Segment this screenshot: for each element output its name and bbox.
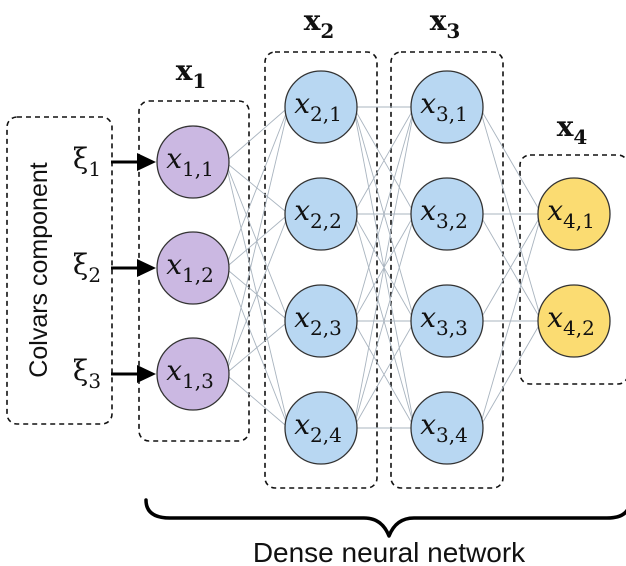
neuron-circle	[284, 391, 358, 465]
neuron-circle	[410, 177, 484, 251]
input-arrow-head	[137, 365, 156, 383]
layer-3-box	[390, 51, 504, 489]
node-3-4: x3,4	[410, 391, 484, 465]
network-brace	[144, 498, 626, 538]
node-3-1: x3,1	[410, 70, 484, 144]
node-label: x2,1	[294, 87, 342, 126]
edge	[352, 213, 416, 429]
neuron-circle	[284, 177, 358, 251]
neuron-circle	[410, 391, 484, 465]
edge	[352, 106, 416, 322]
edge	[479, 106, 542, 215]
edge	[224, 213, 290, 375]
node-4-2: x4,2	[537, 284, 611, 358]
node-label: x4,2	[547, 301, 595, 340]
layer-2-label: x2	[304, 4, 335, 43]
node-3-3: x3,3	[410, 284, 484, 358]
input-arrows	[111, 153, 156, 383]
neuron-circle	[410, 70, 484, 144]
edge	[479, 213, 542, 322]
neuron-circle	[156, 125, 230, 199]
edge	[353, 320, 415, 429]
node-label: x3,2	[420, 194, 468, 233]
layer-labels: x1 x2 x3 x4	[176, 4, 588, 149]
neuron-circle	[156, 231, 230, 305]
neuron-circle	[410, 284, 484, 358]
node-label: x2,3	[294, 301, 342, 340]
node-label: x1,3	[166, 354, 214, 393]
colvars-component-label: Colvars component	[25, 162, 53, 377]
node-label: x3,1	[420, 87, 468, 126]
node-1-3: x1,3	[156, 337, 230, 411]
node-label: x4,1	[547, 194, 595, 233]
neuron-circle	[284, 70, 358, 144]
node-3-2: x3,2	[410, 177, 484, 251]
input-label-xi-2: ξ2	[73, 248, 101, 287]
neuron-circle	[284, 284, 358, 358]
layer-4-box	[519, 154, 626, 385]
edge	[478, 213, 543, 429]
edge	[225, 106, 289, 163]
layer-2-box	[264, 51, 378, 489]
input-label-xi-1: ξ1	[73, 142, 101, 181]
node-4-1: x4,1	[537, 177, 611, 251]
node-label: x1,1	[166, 142, 214, 181]
edge	[353, 106, 415, 215]
neuron-circle	[537, 284, 611, 358]
node-1-2: x1,2	[156, 231, 230, 305]
node-2-1: x2,1	[284, 70, 358, 144]
edge	[224, 106, 290, 269]
edge	[352, 106, 416, 429]
node-label: x3,3	[420, 301, 468, 340]
layer-3-label: x3	[430, 4, 461, 43]
node-2-4: x2,4	[284, 391, 358, 465]
layer-1-label: x1	[176, 54, 207, 93]
input-arrow-head	[137, 259, 156, 277]
edge	[225, 320, 289, 375]
layer-4-label: x4	[557, 110, 588, 149]
input-label-xi-3: ξ3	[73, 354, 101, 393]
node-2-3: x2,3	[284, 284, 358, 358]
input-labels: ξ1 ξ2 ξ3	[73, 142, 101, 393]
node-label: x2,2	[294, 194, 342, 233]
connection-edges	[224, 106, 543, 429]
input-arrow-head	[137, 153, 156, 171]
node-label: x3,4	[420, 408, 468, 447]
node-2-2: x2,2	[284, 177, 358, 251]
network-label: Dense neural network	[253, 537, 526, 566]
neuron-nodes: x1,1 x1,2 x1,3 x2,1 x2,2 x2,3 x2,4 x3,1 x3,2 x3,3…	[156, 70, 611, 465]
colvars-component-box	[6, 116, 113, 425]
edge	[224, 106, 290, 375]
neuron-circle	[156, 337, 230, 411]
node-label: x2,4	[294, 408, 342, 447]
edge	[479, 320, 542, 429]
neuron-circle	[537, 177, 611, 251]
node-label: x1,2	[166, 248, 214, 287]
edge	[225, 373, 289, 429]
node-1-1: x1,1	[156, 125, 230, 199]
